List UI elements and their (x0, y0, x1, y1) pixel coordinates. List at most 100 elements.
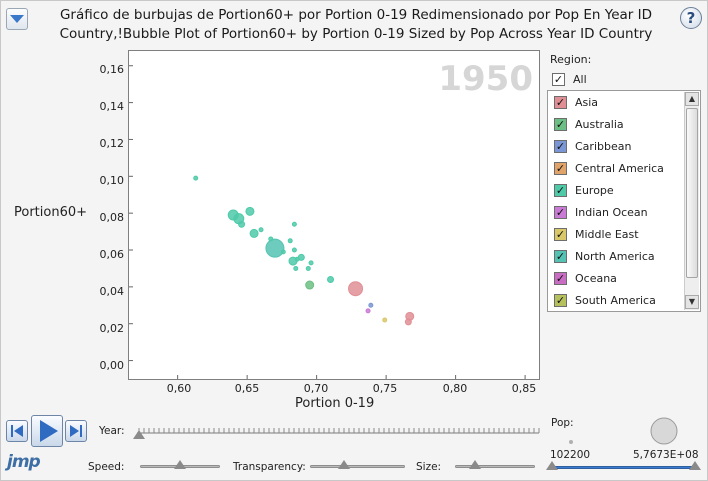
legend-item-label: North America (575, 249, 655, 263)
legend-item-label: Indian Ocean (575, 205, 648, 219)
play-icon (40, 420, 58, 442)
y-tick-label: 0,08 (99, 211, 125, 224)
legend-item-label: Middle East (575, 227, 639, 241)
bubble[interactable] (291, 247, 297, 253)
legend-item-central-america[interactable]: ✓ Central America (554, 159, 664, 177)
legend-all-label: All (573, 72, 587, 86)
checkbox-all[interactable]: ✓ (552, 72, 565, 86)
checkbox-asia[interactable]: ✓ (554, 95, 567, 109)
bubble[interactable] (382, 317, 388, 323)
pop-max-label: 5,7673E+08 (633, 449, 699, 461)
legend-item-north-america[interactable]: ✓ North America (554, 247, 655, 265)
checkbox-oceana[interactable]: ✓ (554, 271, 567, 285)
speed-label: Speed: (88, 461, 125, 473)
pop-range-max-thumb[interactable] (689, 461, 701, 470)
legend-item-south-america[interactable]: ✓ South America (554, 291, 656, 309)
bubble[interactable] (305, 265, 311, 271)
transparency-slider-thumb[interactable] (338, 460, 350, 469)
legend-all-toggle[interactable]: ✓ All (552, 71, 587, 87)
legend-item-oceana[interactable]: ✓ Oceana (554, 269, 617, 287)
transparency-label: Transparency: (233, 461, 306, 473)
bubble[interactable] (308, 260, 314, 266)
legend-item-label: South America (575, 293, 656, 307)
year-label: Year: (99, 425, 125, 437)
bubble[interactable] (291, 221, 297, 227)
bubble[interactable] (348, 281, 364, 297)
checkbox-europe[interactable]: ✓ (554, 183, 567, 197)
legend-item-europe[interactable]: ✓ Europe (554, 181, 614, 199)
bubble[interactable] (258, 227, 264, 233)
size-slider-thumb[interactable] (469, 460, 481, 469)
checkbox-middle-east[interactable]: ✓ (554, 227, 567, 241)
bubble[interactable] (305, 280, 315, 290)
skip-forward-icon (70, 425, 82, 437)
legend-item-australia[interactable]: ✓ Australia (554, 115, 624, 133)
bubble[interactable] (238, 220, 246, 228)
year-watermark: 1950 (438, 59, 533, 99)
legend-scrollbar[interactable]: ▲ ▼ (684, 92, 699, 310)
legend-item-label: Australia (575, 117, 624, 131)
x-tick-label: 0,60 (166, 382, 192, 395)
legend-item-label: Central America (575, 161, 664, 175)
y-tick-label: 0,14 (99, 100, 125, 113)
pop-range-slider[interactable] (551, 466, 698, 469)
checkbox-australia[interactable]: ✓ (554, 117, 567, 131)
legend-item-label: Oceana (575, 271, 617, 285)
bubble[interactable] (404, 318, 412, 326)
speed-slider-thumb[interactable] (174, 460, 186, 469)
year-slider[interactable] (133, 424, 543, 440)
pop-min-bubble (569, 440, 573, 444)
year-slider-thumb[interactable] (133, 430, 145, 439)
play-button[interactable] (31, 415, 63, 447)
legend-item-label: Caribbean (575, 139, 632, 153)
bubble-layer (129, 65, 526, 379)
legend-item-middle-east[interactable]: ✓ Middle East (554, 225, 639, 243)
bubble[interactable] (368, 302, 374, 308)
pop-min-label: 102200 (550, 449, 591, 461)
chart-title: Gráfico de burbujas de Portion60+ por Po… (59, 7, 653, 42)
scroll-thumb[interactable] (686, 108, 698, 278)
x-tick-label: 0,70 (303, 382, 329, 395)
legend-item-caribbean[interactable]: ✓ Caribbean (554, 137, 631, 155)
bubble[interactable] (327, 275, 335, 283)
scroll-down-button[interactable]: ▼ (685, 295, 699, 309)
plot-area[interactable]: 1950 (128, 50, 540, 380)
chevron-down-icon (10, 15, 24, 23)
x-tick-label: 0,80 (442, 382, 468, 395)
help-button[interactable]: ? (680, 7, 702, 29)
size-label: Size: (416, 461, 442, 473)
bubble[interactable] (265, 238, 285, 258)
pop-range-min-thumb[interactable] (546, 461, 558, 470)
checkbox-central-america[interactable]: ✓ (554, 161, 567, 175)
bubble[interactable] (297, 253, 305, 261)
x-axis-label: Portion 0-19 (295, 396, 375, 411)
help-icon: ? (686, 9, 696, 27)
bubble[interactable] (193, 175, 199, 181)
legend-item-indian-ocean[interactable]: ✓ Indian Ocean (554, 203, 648, 221)
checkbox-north-america[interactable]: ✓ (554, 249, 567, 263)
legend-item-asia[interactable]: ✓ Asia (554, 93, 598, 111)
y-tick-label: 0,02 (99, 322, 125, 335)
x-tick-label: 0,65 (234, 382, 260, 395)
step-back-button[interactable] (6, 420, 28, 442)
y-tick-label: 0,10 (99, 174, 125, 187)
bubble[interactable] (288, 256, 298, 266)
checkbox-caribbean[interactable]: ✓ (554, 139, 567, 153)
checkbox-south-america[interactable]: ✓ (554, 293, 567, 307)
bubble[interactable] (268, 236, 274, 242)
checkbox-indian-ocean[interactable]: ✓ (554, 205, 567, 219)
year-slider-ticks (133, 428, 540, 439)
skip-back-icon (11, 425, 23, 437)
step-forward-button[interactable] (65, 420, 87, 442)
bubble[interactable] (245, 206, 255, 216)
scroll-up-button[interactable]: ▲ (685, 92, 699, 106)
bubble[interactable] (293, 265, 299, 271)
bubble[interactable] (280, 249, 286, 255)
y-tick-label: 0,00 (99, 359, 125, 372)
bubble[interactable] (287, 238, 293, 244)
size-slider[interactable] (455, 465, 535, 468)
bubble[interactable] (365, 308, 371, 314)
transparency-slider[interactable] (310, 465, 405, 468)
menu-button[interactable] (6, 8, 28, 30)
bubble[interactable] (249, 228, 259, 238)
